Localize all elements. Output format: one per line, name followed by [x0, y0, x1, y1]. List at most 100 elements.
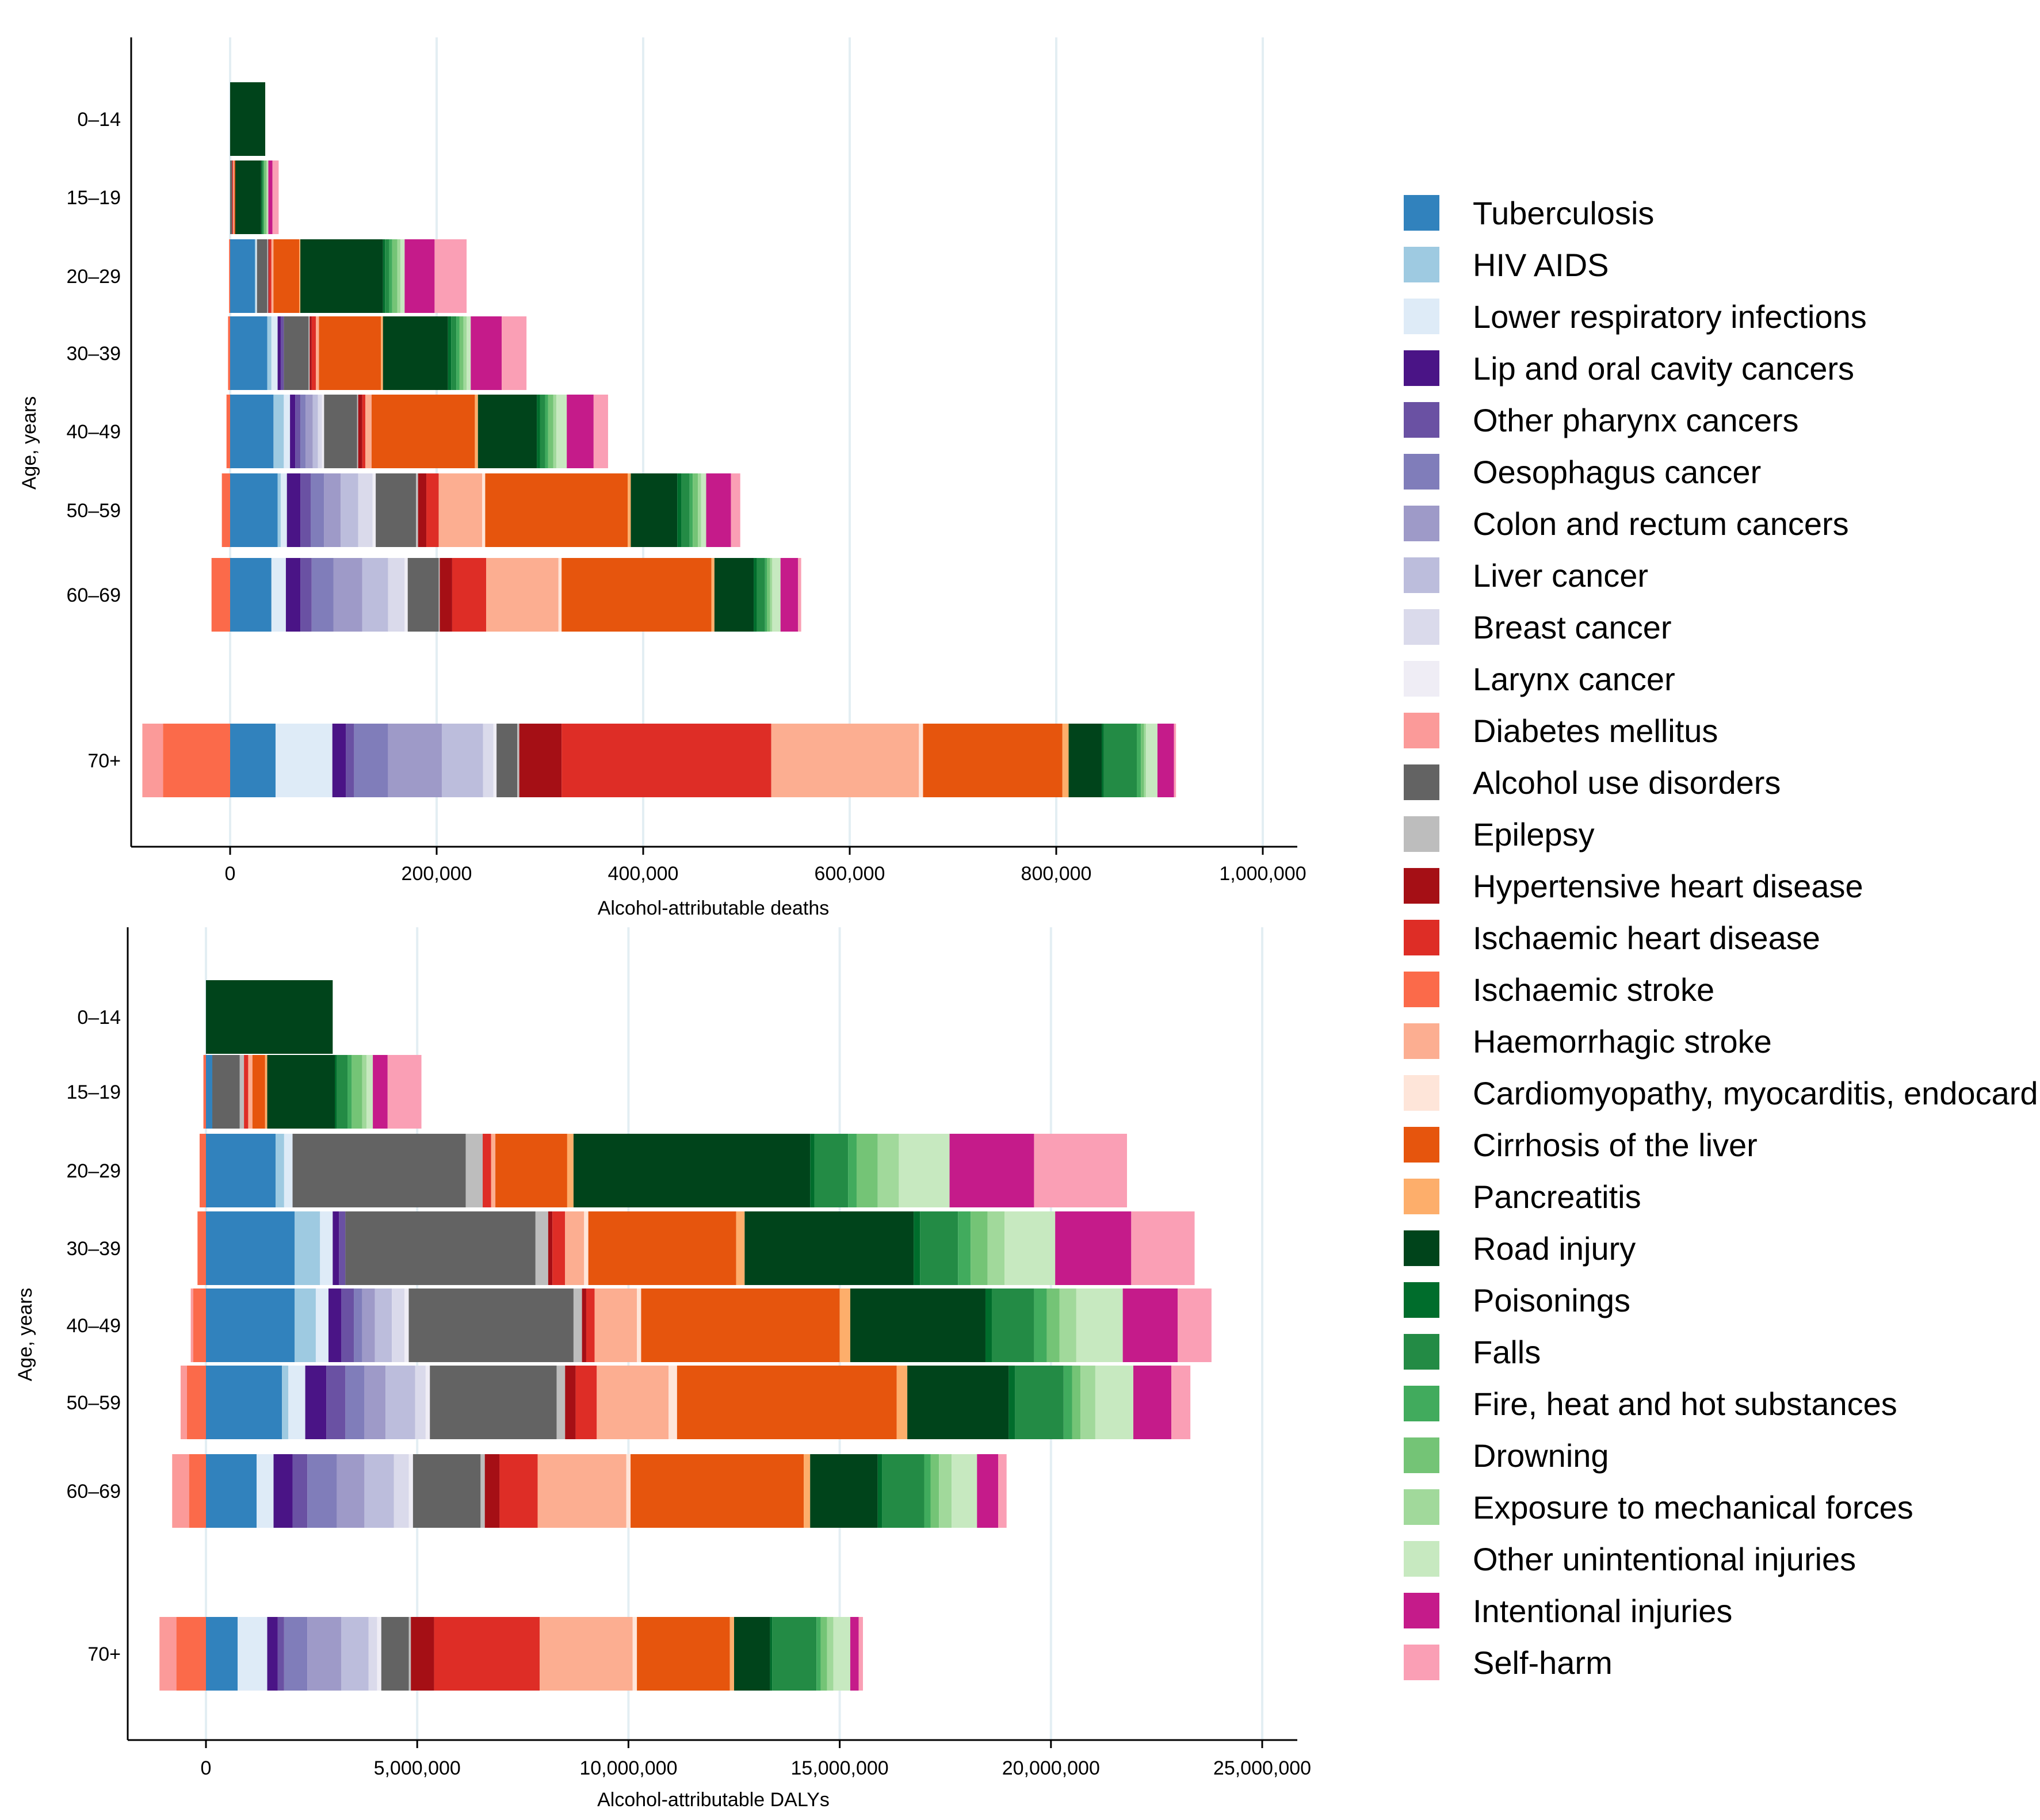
dalys-segment-30-39-falls — [920, 1211, 958, 1285]
dalys-segment-15-19-haemorrhagic-stroke — [248, 1055, 253, 1129]
legend-label-lip-and-oral-cavity-cancers: Lip and oral cavity cancers — [1473, 350, 1854, 387]
dalys-segment-20-29-alcohol-use-disorders — [292, 1134, 466, 1207]
dalys-segment-50-59-poisonings — [1008, 1366, 1015, 1439]
dalys-segment-70-other-unintentional-injuries — [833, 1617, 850, 1691]
deaths-segment-30-39-road-injury — [383, 316, 448, 390]
dalys-row-label-40-49: 40–49 — [66, 1315, 121, 1337]
dalys-segment-50-59-epilepsy — [556, 1366, 566, 1439]
deaths-segment-30-39-poisonings — [448, 316, 452, 390]
dalys-segment-70-alcohol-use-disorders — [381, 1617, 409, 1691]
deaths-segment-70-poisonings — [1101, 724, 1104, 797]
deaths-segment-20-29-hiv-aids — [255, 239, 256, 313]
deaths-segment-70-haemorrhagic-stroke — [771, 724, 919, 797]
deaths-segment-70-pancreatitis — [1062, 724, 1069, 797]
dalys-segment-60-69-other-unintentional-injuries — [952, 1454, 977, 1528]
legend-item-exposure-to-mechanical-forces: Exposure to mechanical forces — [1404, 1489, 1913, 1525]
deaths-segment-40-49-lip-and-oral-cavity-cancers — [290, 395, 296, 468]
deaths-segment-30-39-epilepsy — [308, 316, 310, 390]
dalys-segment-50-59-falls — [1015, 1366, 1064, 1439]
dalys-segment-15-19-epilepsy — [239, 1055, 245, 1129]
dalys-segment-40-49-fire-heat-and-hot-substances — [1034, 1288, 1047, 1362]
dalys-segment-30-39-other-pharynx-cancers — [339, 1211, 346, 1285]
x-axis-title: Alcohol-attributable DALYs — [597, 1789, 830, 1811]
deaths-segment-40-49-epilepsy — [357, 395, 358, 468]
deaths-segment-50-59-hiv-aids — [277, 473, 281, 547]
legend-item-alcohol-use-disorders: Alcohol use disorders — [1404, 764, 1781, 801]
legend-swatch-breast-cancer — [1404, 609, 1439, 645]
legend-label-oesophagus-cancer: Oesophagus cancer — [1473, 454, 1761, 490]
dalys-bar-50-59 — [180, 1366, 1191, 1439]
dalys-segment-30-39-pancreatitis — [736, 1211, 745, 1285]
deaths-segment-15-19-exposure-to-mechanical-forces — [266, 160, 268, 234]
legend-label-cirrhosis-of-the-liver: Cirrhosis of the liver — [1473, 1127, 1758, 1163]
dalys-segment-40-49-breast-cancer — [392, 1288, 405, 1362]
legend-swatch-lip-and-oral-cavity-cancers — [1404, 350, 1439, 386]
dalys-segment-70-ischaemic-heart-disease — [434, 1617, 540, 1691]
dalys-segment-50-59-hiv-aids — [282, 1366, 289, 1439]
dalys-segment-20-29-pancreatitis — [567, 1134, 574, 1207]
deaths-segment-20-29-cirrhosis-of-the-liver — [273, 239, 300, 313]
legend-item-fire-heat-and-hot-substances: Fire, heat and hot substances — [1404, 1386, 1897, 1422]
dalys-segment-70-poisonings — [770, 1617, 773, 1691]
deaths-segment-40-49-fire-heat-and-hot-substances — [545, 395, 548, 468]
deaths-segment-70-cirrhosis-of-the-liver — [923, 724, 1063, 797]
dalys-segment-40-49-road-injury — [850, 1288, 985, 1362]
deaths-segment-60-69-falls — [757, 558, 765, 632]
dalys-segment-30-39-cardiomyopathy-myocarditis-endocarditis — [584, 1211, 589, 1285]
dalys-segment-60-69-breast-cancer — [394, 1454, 409, 1528]
dalys-segment-20-29-tuberculosis — [206, 1134, 276, 1207]
dalys-segment-50-59-colon-and-rectum-cancers — [364, 1366, 386, 1439]
deaths-segment-20-29-poisonings — [383, 239, 385, 313]
dalys-segment-70-self-harm — [858, 1617, 863, 1691]
dalys-segment-30-39-fire-heat-and-hot-substances — [958, 1211, 971, 1285]
legend-label-larynx-cancer: Larynx cancer — [1473, 661, 1675, 697]
deaths-segment-50-59-other-unintentional-injuries — [701, 473, 706, 547]
legend-item-lip-and-oral-cavity-cancers: Lip and oral cavity cancers — [1404, 350, 1854, 387]
legend-item-tuberculosis: Tuberculosis — [1404, 195, 1654, 231]
deaths-segment-30-39-alcohol-use-disorders — [284, 316, 309, 390]
deaths-segment-15-19-cirrhosis-of-the-liver — [234, 160, 235, 234]
dalys-row-label-0-14: 0–14 — [77, 1007, 121, 1028]
dalys-segment-20-29-other-unintentional-injuries — [899, 1134, 950, 1207]
dalys-segment-50-59-pancreatitis — [896, 1366, 908, 1439]
dalys-segment-70-colon-and-rectum-cancers — [307, 1617, 342, 1691]
legend-item-ischaemic-stroke: Ischaemic stroke — [1404, 972, 1714, 1008]
legend-item-pancreatitis: Pancreatitis — [1404, 1179, 1641, 1215]
deaths-segment-70-ischaemic-stroke — [163, 724, 230, 797]
y-axis-title: Age, years — [14, 1288, 36, 1382]
dalys-bar-60-69 — [172, 1454, 1007, 1528]
dalys-segment-30-39-ischaemic-stroke — [197, 1211, 206, 1285]
deaths-segment-50-59-haemorrhagic-stroke — [438, 473, 482, 547]
legend-item-ischaemic-heart-disease: Ischaemic heart disease — [1404, 920, 1820, 956]
x-tick-label-1: 5,000,000 — [374, 1757, 461, 1779]
dalys-segment-70-breast-cancer — [368, 1617, 377, 1691]
dalys-segment-30-39-other-unintentional-injuries — [1004, 1211, 1056, 1285]
deaths-segment-70-cardiomyopathy-myocarditis-endocarditis — [919, 724, 923, 797]
deaths-segment-20-29-ischaemic-heart-disease — [269, 239, 272, 313]
legend-swatch-epilepsy — [1404, 816, 1439, 852]
deaths-segment-15-19-self-harm — [272, 160, 279, 234]
deaths-segment-70-fire-heat-and-hot-substances — [1137, 724, 1141, 797]
dalys-segment-60-69-larynx-cancer — [408, 1454, 413, 1528]
dalys-segment-30-39-self-harm — [1131, 1211, 1195, 1285]
dalys-segment-40-49-self-harm — [1178, 1288, 1212, 1362]
deaths-segment-30-39-hypertensive-heart-disease — [310, 316, 312, 390]
legend-label-diabetes-mellitus: Diabetes mellitus — [1473, 713, 1718, 749]
deaths-segment-60-69-pancreatitis — [711, 558, 715, 632]
legend-swatch-oesophagus-cancer — [1404, 454, 1439, 490]
x-tick-label-5: 25,000,000 — [1213, 1757, 1311, 1779]
x-axis-title: Alcohol-attributable deaths — [598, 897, 830, 919]
deaths-segment-50-59-lip-and-oral-cavity-cancers — [286, 473, 301, 547]
deaths-segment-50-59-drowning — [693, 473, 698, 547]
deaths-segment-20-29-lower-respiratory-infections — [255, 239, 257, 313]
dalys-segment-70-cardiomyopathy-myocarditis-endocarditis — [632, 1617, 637, 1691]
legend-label-alcohol-use-disorders: Alcohol use disorders — [1473, 764, 1781, 801]
dalys-segment-30-39-exposure-to-mechanical-forces — [987, 1211, 1005, 1285]
deaths-segment-70-drowning — [1141, 724, 1144, 797]
dalys-segment-20-29-epilepsy — [465, 1134, 483, 1207]
legend-swatch-liver-cancer — [1404, 557, 1439, 593]
dalys-segment-40-49-cardiomyopathy-myocarditis-endocarditis — [637, 1288, 641, 1362]
legend-label-ischaemic-heart-disease: Ischaemic heart disease — [1473, 920, 1820, 956]
dalys-segment-70-falls — [772, 1617, 817, 1691]
